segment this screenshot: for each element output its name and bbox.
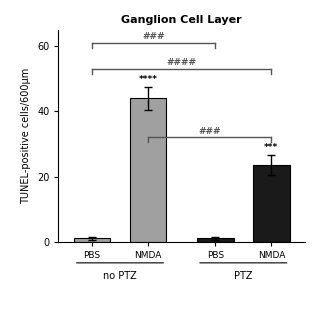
Text: ###: ### (198, 127, 221, 136)
Title: Ganglion Cell Layer: Ganglion Cell Layer (121, 15, 242, 25)
Text: ####: #### (167, 59, 197, 68)
Text: ###: ### (142, 32, 165, 41)
Bar (130, 98, 166, 242)
Y-axis label: TUNEL-positive cells/600μm: TUNEL-positive cells/600μm (21, 68, 31, 204)
Text: no PTZ: no PTZ (103, 271, 137, 281)
Bar (253, 165, 290, 242)
Text: ***: *** (264, 143, 278, 152)
Bar (74, 238, 110, 242)
Bar (197, 238, 234, 242)
Text: ****: **** (139, 75, 157, 84)
Text: PTZ: PTZ (234, 271, 252, 281)
